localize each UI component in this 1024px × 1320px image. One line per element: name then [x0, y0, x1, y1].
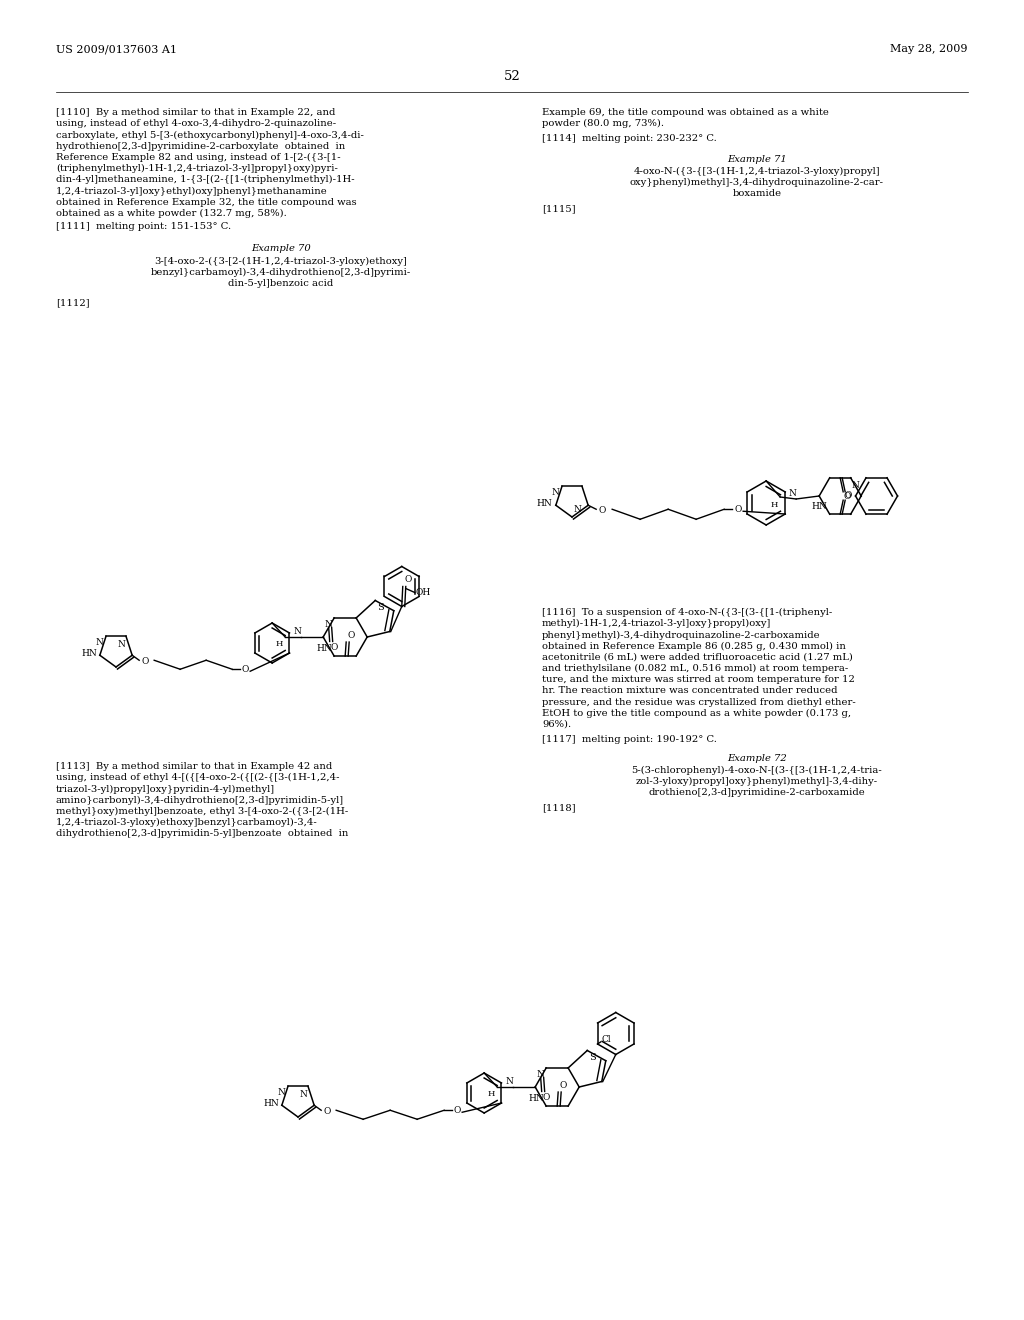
Text: (triphenylmethyl)-1H-1,2,4-triazol-3-yl]propyl}oxy)pyri-: (triphenylmethyl)-1H-1,2,4-triazol-3-yl]… [56, 164, 338, 173]
Text: Example 72: Example 72 [727, 754, 786, 763]
Text: Example 70: Example 70 [251, 244, 311, 253]
Text: [1117]  melting point: 190-192° C.: [1117] melting point: 190-192° C. [542, 735, 717, 744]
Text: triazol-3-yl)propyl]oxy}pyridin-4-yl)methyl]: triazol-3-yl)propyl]oxy}pyridin-4-yl)met… [56, 784, 275, 793]
Text: hr. The reaction mixture was concentrated under reduced: hr. The reaction mixture was concentrate… [542, 686, 838, 696]
Text: 52: 52 [504, 70, 520, 83]
Text: S: S [377, 603, 384, 612]
Text: phenyl}methyl)-3,4-dihydroquinazoline-2-carboxamide: phenyl}methyl)-3,4-dihydroquinazoline-2-… [542, 631, 820, 639]
Text: [1111]  melting point: 151-153° C.: [1111] melting point: 151-153° C. [56, 222, 231, 231]
Text: O: O [598, 506, 605, 515]
Text: powder (80.0 mg, 73%).: powder (80.0 mg, 73%). [542, 119, 664, 128]
Text: O: O [543, 1093, 550, 1102]
Text: [1116]  To a suspension of 4-oxo-N-({3-[(3-{[1-(triphenyl-: [1116] To a suspension of 4-oxo-N-({3-[(… [542, 609, 833, 618]
Text: din-5-yl]benzoic acid: din-5-yl]benzoic acid [228, 279, 334, 288]
Text: O: O [559, 1081, 566, 1090]
Text: May 28, 2009: May 28, 2009 [891, 44, 968, 54]
Text: methyl}oxy)methyl]benzoate, ethyl 3-[4-oxo-2-({3-[2-(1H-: methyl}oxy)methyl]benzoate, ethyl 3-[4-o… [56, 807, 348, 816]
Text: drothieno[2,3-d]pyrimidine-2-carboxamide: drothieno[2,3-d]pyrimidine-2-carboxamide [648, 788, 865, 797]
Text: 3-[4-oxo-2-({3-[2-(1H-1,2,4-triazol-3-yloxy)ethoxy]: 3-[4-oxo-2-({3-[2-(1H-1,2,4-triazol-3-yl… [155, 256, 408, 265]
Text: N: N [278, 1088, 285, 1097]
Text: H: H [275, 640, 284, 648]
Text: Cl: Cl [601, 1035, 611, 1044]
Text: zol-3-yloxy)propyl]oxy}phenyl)methyl]-3,4-dihy-: zol-3-yloxy)propyl]oxy}phenyl)methyl]-3,… [636, 776, 878, 785]
Text: HN: HN [528, 1094, 544, 1104]
Text: [1110]  By a method similar to that in Example 22, and: [1110] By a method similar to that in Ex… [56, 108, 336, 117]
Text: obtained in Reference Example 32, the title compound was: obtained in Reference Example 32, the ti… [56, 198, 356, 207]
Text: using, instead of ethyl 4-[({[4-oxo-2-({[(2-{[3-(1H-1,2,4-: using, instead of ethyl 4-[({[4-oxo-2-({… [56, 774, 340, 783]
Text: pressure, and the residue was crystallized from diethyl ether-: pressure, and the residue was crystalliz… [542, 697, 856, 706]
Text: boxamide: boxamide [732, 189, 781, 198]
Text: using, instead of ethyl 4-oxo-3,4-dihydro-2-quinazoline-: using, instead of ethyl 4-oxo-3,4-dihydr… [56, 119, 336, 128]
Text: amino}carbonyl)-3,4-dihydrothieno[2,3-d]pyrimidin-5-yl]: amino}carbonyl)-3,4-dihydrothieno[2,3-d]… [56, 796, 344, 805]
Text: 96%).: 96%). [542, 719, 571, 729]
Text: carboxylate, ethyl 5-[3-(ethoxycarbonyl)phenyl]-4-oxo-3,4-di-: carboxylate, ethyl 5-[3-(ethoxycarbonyl)… [56, 131, 364, 140]
Text: O: O [843, 492, 851, 500]
Text: din-4-yl]methaneamine, 1-{3-[(2-{[1-(triphenylmethyl)-1H-: din-4-yl]methaneamine, 1-{3-[(2-{[1-(tri… [56, 176, 354, 185]
Text: O: O [324, 1106, 331, 1115]
Text: [1118]: [1118] [542, 803, 575, 812]
Text: O: O [347, 631, 354, 640]
Text: N: N [117, 640, 125, 649]
Text: H: H [771, 502, 778, 510]
Text: O: O [734, 504, 741, 513]
Text: N: N [573, 506, 581, 513]
Text: O: O [242, 665, 249, 673]
Text: H: H [487, 1090, 496, 1098]
Text: N: N [788, 488, 796, 498]
Text: N: N [852, 480, 859, 490]
Text: N: N [537, 1071, 544, 1078]
Text: O: O [141, 657, 148, 665]
Text: ture, and the mixture was stirred at room temperature for 12: ture, and the mixture was stirred at roo… [542, 676, 855, 684]
Text: benzyl}carbamoyl)-3,4-dihydrothieno[2,3-d]pyrimi-: benzyl}carbamoyl)-3,4-dihydrothieno[2,3-… [151, 268, 411, 277]
Text: O: O [404, 576, 412, 585]
Text: dihydrothieno[2,3-d]pyrimidin-5-yl]benzoate  obtained  in: dihydrothieno[2,3-d]pyrimidin-5-yl]benzo… [56, 829, 348, 838]
Text: O: O [454, 1106, 461, 1115]
Text: Example 69, the title compound was obtained as a white: Example 69, the title compound was obtai… [542, 108, 828, 117]
Text: [1112]: [1112] [56, 298, 90, 308]
Text: methyl)-1H-1,2,4-triazol-3-yl]oxy}propyl)oxy]: methyl)-1H-1,2,4-triazol-3-yl]oxy}propyl… [542, 619, 771, 628]
Text: 1,2,4-triazol-3-yl]oxy}ethyl)oxy]phenyl}methanamine: 1,2,4-triazol-3-yl]oxy}ethyl)oxy]phenyl}… [56, 186, 328, 195]
Text: S: S [589, 1053, 596, 1063]
Text: Example 71: Example 71 [727, 154, 786, 164]
Text: N: N [293, 627, 301, 636]
Text: acetonitrile (6 mL) were added trifluoroacetic acid (1.27 mL): acetonitrile (6 mL) were added trifluoro… [542, 653, 853, 661]
Text: obtained as a white powder (132.7 mg, 58%).: obtained as a white powder (132.7 mg, 58… [56, 209, 287, 218]
Text: HN: HN [812, 502, 827, 511]
Text: O: O [331, 643, 338, 652]
Text: N: N [325, 620, 332, 628]
Text: US 2009/0137603 A1: US 2009/0137603 A1 [56, 44, 177, 54]
Text: [1115]: [1115] [542, 205, 575, 214]
Text: 5-(3-chlorophenyl)-4-oxo-N-[(3-{[3-(1H-1,2,4-tria-: 5-(3-chlorophenyl)-4-oxo-N-[(3-{[3-(1H-1… [632, 766, 883, 775]
Text: 1,2,4-triazol-3-yloxy)ethoxy]benzyl}carbamoyl)-3,4-: 1,2,4-triazol-3-yloxy)ethoxy]benzyl}carb… [56, 818, 317, 828]
Text: Reference Example 82 and using, instead of 1-[2-({3-[1-: Reference Example 82 and using, instead … [56, 153, 341, 162]
Text: N: N [95, 639, 103, 647]
Text: 4-oxo-N-({3-{[3-(1H-1,2,4-triazol-3-yloxy)propyl]: 4-oxo-N-({3-{[3-(1H-1,2,4-triazol-3-ylox… [634, 166, 881, 176]
Text: [1114]  melting point: 230-232° C.: [1114] melting point: 230-232° C. [542, 135, 717, 144]
Text: HN: HN [316, 644, 332, 653]
Text: HN: HN [263, 1098, 279, 1107]
Text: EtOH to give the title compound as a white powder (0.173 g,: EtOH to give the title compound as a whi… [542, 709, 851, 718]
Text: HN: HN [81, 648, 97, 657]
Text: oxy}phenyl)methyl]-3,4-dihydroquinazoline-2-car-: oxy}phenyl)methyl]-3,4-dihydroquinazolin… [630, 178, 884, 187]
Text: N: N [299, 1090, 307, 1100]
Text: and triethylsilane (0.082 mL, 0.516 mmol) at room tempera-: and triethylsilane (0.082 mL, 0.516 mmol… [542, 664, 848, 673]
Text: OH: OH [416, 587, 431, 597]
Text: hydrothieno[2,3-d]pyrimidine-2-carboxylate  obtained  in: hydrothieno[2,3-d]pyrimidine-2-carboxyla… [56, 141, 345, 150]
Text: O: O [844, 491, 852, 500]
Text: [1113]  By a method similar to that in Example 42 and: [1113] By a method similar to that in Ex… [56, 762, 332, 771]
Text: N: N [551, 488, 559, 498]
Text: obtained in Reference Example 86 (0.285 g, 0.430 mmol) in: obtained in Reference Example 86 (0.285 … [542, 642, 846, 651]
Text: N: N [505, 1077, 513, 1086]
Text: HN: HN [537, 499, 552, 508]
